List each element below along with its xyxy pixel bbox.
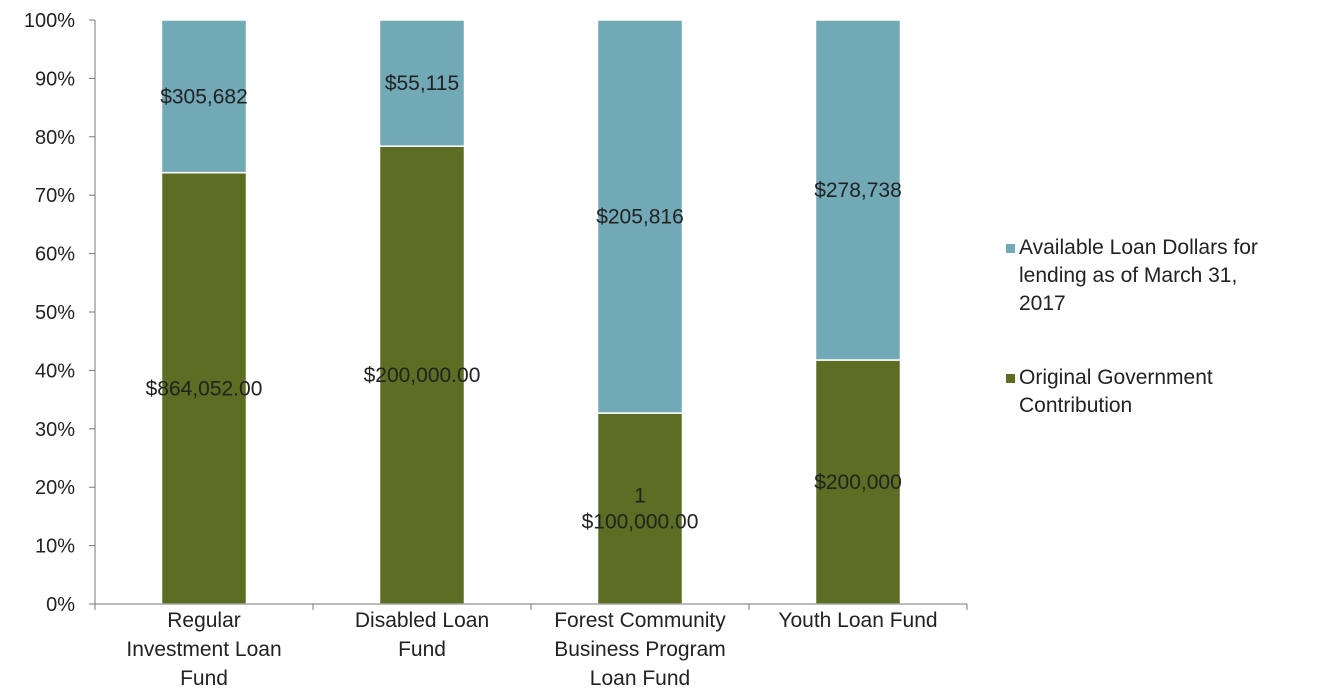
bar-segment-available: [160, 19, 248, 174]
bar-segment-available: [596, 19, 684, 414]
legend-label: Available Loan Dollars for lending as of …: [1019, 236, 1258, 315]
y-tick-label: 70%: [35, 185, 75, 207]
data-label: 1 $100,000.00: [582, 485, 699, 534]
data-label: $205,816: [596, 206, 684, 229]
data-label: $200,000: [814, 471, 902, 494]
y-tick-label: 40%: [35, 360, 75, 382]
data-label: $305,682: [160, 85, 248, 108]
data-label: $864,052.00: [146, 377, 263, 400]
y-tick-label: 50%: [35, 302, 75, 324]
bar-segment-available: [378, 19, 466, 147]
category-label: Forest Community Business Program Loan Fun…: [554, 609, 726, 690]
y-tick-label: 0%: [46, 594, 75, 616]
y-axis: 0% 10% 20% 30% 40% 50% 60% 70% 80% 90% 100%: [24, 10, 96, 616]
data-label: $200,000.00: [364, 364, 481, 387]
legend-label: Original Government Contribution: [1019, 366, 1213, 417]
bar-segment-government: [160, 171, 248, 605]
x-axis: Regular Investment Loan Fund Disabled Loan F…: [94, 603, 968, 690]
bar-segment-available: [814, 19, 902, 361]
legend-swatch-available: [1006, 244, 1015, 253]
y-tick-label: 80%: [35, 127, 75, 149]
bars: [160, 19, 902, 605]
category-label: Regular Investment Loan Fund: [126, 609, 281, 690]
y-tick-label: 60%: [35, 244, 75, 266]
data-labels: $864,052.00 $305,682 $200,000.00 $55,115 1 $1…: [146, 72, 902, 533]
y-tick-label: 10%: [35, 536, 75, 558]
category-label: Disabled Loan Fund: [355, 609, 489, 661]
y-tick-label: 90%: [35, 68, 75, 90]
category-label: Youth Loan Fund: [778, 609, 937, 632]
legend-swatch-government: [1006, 374, 1015, 383]
y-tick-label: 30%: [35, 419, 75, 441]
data-label: $55,115: [385, 72, 459, 95]
legend: Available Loan Dollars for lending as of …: [1006, 236, 1258, 417]
y-tick-label: 20%: [35, 477, 75, 499]
y-tick-label: 100%: [24, 10, 75, 32]
bar-segment-government: [596, 412, 684, 605]
data-label: $278,738: [814, 179, 902, 202]
